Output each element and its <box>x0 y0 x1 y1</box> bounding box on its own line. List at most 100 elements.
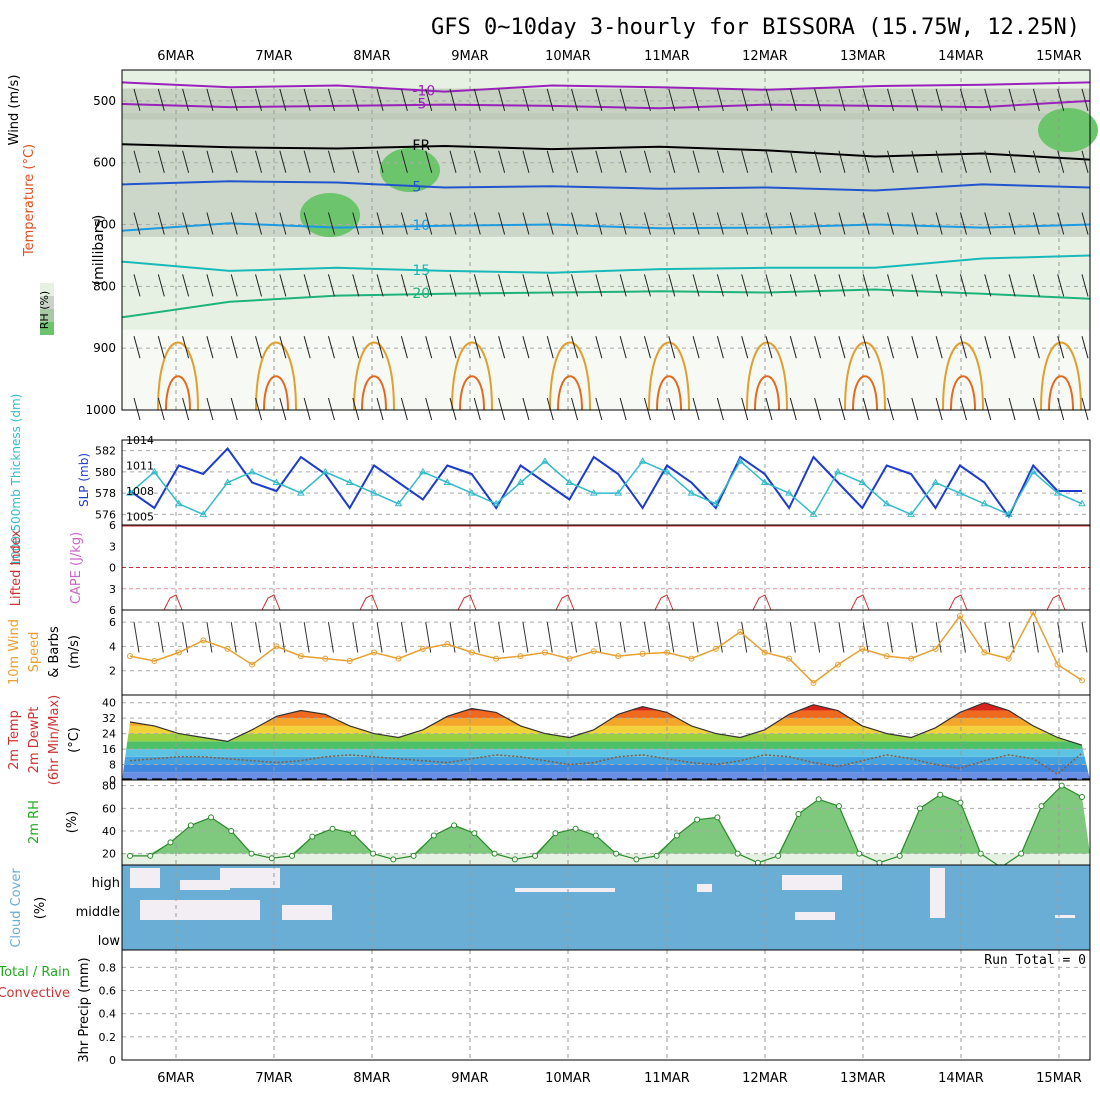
precip-tick-label: 0 <box>109 1054 116 1067</box>
wind-barb <box>838 622 845 653</box>
wind-barb <box>862 212 870 235</box>
temperature-line <box>129 702 1083 746</box>
wind-barb <box>668 212 676 235</box>
wind-barb <box>255 622 262 653</box>
wind-barb <box>692 397 700 421</box>
wind-speed-marker <box>956 613 963 620</box>
isotherm-loop <box>263 375 289 411</box>
wind-barb <box>668 622 675 653</box>
wind-barb <box>765 397 773 421</box>
isotherm-line <box>121 180 1091 192</box>
rh2m-unit-label: (%) <box>65 811 80 834</box>
wind-barb <box>838 274 846 297</box>
wind-speed-marker <box>127 653 133 660</box>
wind-barb <box>182 212 190 235</box>
wind-barb <box>935 274 943 297</box>
wind-barb <box>182 397 190 421</box>
isotherm-loop <box>746 341 788 411</box>
rh-marker <box>430 832 437 839</box>
rh-tick-label: 40 <box>102 825 116 838</box>
date-label-bottom: 15MAR <box>1036 1071 1082 1086</box>
rh-marker <box>694 816 701 823</box>
rh-band-upper <box>122 88 1090 120</box>
rh-marker <box>329 825 336 832</box>
thickness-marker <box>467 489 476 496</box>
wind-barb <box>1057 622 1064 653</box>
date-label-top: 11MAR <box>644 49 690 64</box>
wind-barb <box>765 336 773 359</box>
rh-marker <box>289 852 296 859</box>
thickness-marker <box>296 489 305 496</box>
wind-barb <box>765 212 773 235</box>
wind-barb <box>230 150 238 173</box>
rh-marker <box>1058 782 1065 789</box>
wind-barb <box>133 397 141 421</box>
wind-barb <box>789 622 796 653</box>
wind-barb <box>741 88 749 112</box>
pressure-tick-label: 700 <box>93 218 116 232</box>
thickness-tick-label: 576 <box>95 508 116 521</box>
cloud-block <box>795 912 835 920</box>
rh-marker <box>673 832 680 839</box>
date-label-bottom: 9MAR <box>451 1071 488 1086</box>
lifted-index-trace <box>948 594 968 611</box>
wind-barb <box>935 336 943 359</box>
wind-barb <box>449 397 457 421</box>
wind-barb <box>959 397 967 421</box>
wind-barb <box>327 274 335 297</box>
wind-barb <box>1032 150 1040 173</box>
wind-barb <box>887 274 895 297</box>
wind-barb <box>959 274 967 297</box>
wind-barb <box>1057 274 1065 297</box>
rh-marker <box>147 852 154 859</box>
wind-speed-marker <box>761 649 768 656</box>
wind-barb <box>1057 150 1065 173</box>
wind-barb <box>595 622 602 653</box>
rh-marker <box>1018 850 1025 857</box>
temperature-band <box>122 725 1090 734</box>
thickness-marker <box>980 499 989 507</box>
slp-axis-label: SLP (mb) <box>77 453 91 507</box>
rh-marker <box>957 799 964 806</box>
rh-moist-patch <box>380 148 440 192</box>
wind-barb <box>814 150 822 173</box>
wind-barb <box>716 336 724 359</box>
wind-barb <box>814 88 822 112</box>
wind-barb <box>887 397 895 421</box>
wind-barb <box>206 622 213 653</box>
wind-barb <box>619 336 627 359</box>
wind-barb <box>206 336 214 359</box>
wind-barb <box>887 212 895 235</box>
wind-barb <box>1057 88 1065 112</box>
wind-barb <box>206 397 214 421</box>
lifted-index-trace <box>163 594 183 611</box>
isotherm-loop <box>255 341 297 411</box>
wind-barb <box>303 88 311 112</box>
date-label-top: 8MAR <box>353 49 390 64</box>
wind-barb <box>789 336 797 359</box>
wind-barb <box>814 622 821 653</box>
rh-marker <box>532 852 539 859</box>
dewpoint-line <box>129 752 1083 776</box>
date-label-bottom: 11MAR <box>644 1071 690 1086</box>
temperature-axis-label: (6hr Min/Max) <box>47 695 62 785</box>
wind-barb <box>279 88 287 112</box>
wind-barb <box>789 397 797 421</box>
wind-speed-marker <box>151 658 158 664</box>
wind-barb <box>911 88 919 112</box>
temperature-tick-label: 8 <box>109 759 116 772</box>
wind-barb <box>522 212 530 235</box>
isotherm-loop <box>950 375 976 411</box>
wind-barb <box>814 336 822 359</box>
wind-speed-marker <box>883 653 890 660</box>
isotherm-loop <box>648 341 690 411</box>
wind-barb <box>376 150 384 173</box>
wind-barb <box>303 274 311 297</box>
rh-marker <box>835 803 842 810</box>
cloud-block <box>697 884 712 892</box>
wind-axis-label: & Barbs <box>47 626 62 678</box>
temperature-band <box>122 733 1090 742</box>
wind-barb <box>352 397 360 421</box>
wind-barb <box>1008 397 1016 421</box>
wind-barb <box>449 150 457 173</box>
